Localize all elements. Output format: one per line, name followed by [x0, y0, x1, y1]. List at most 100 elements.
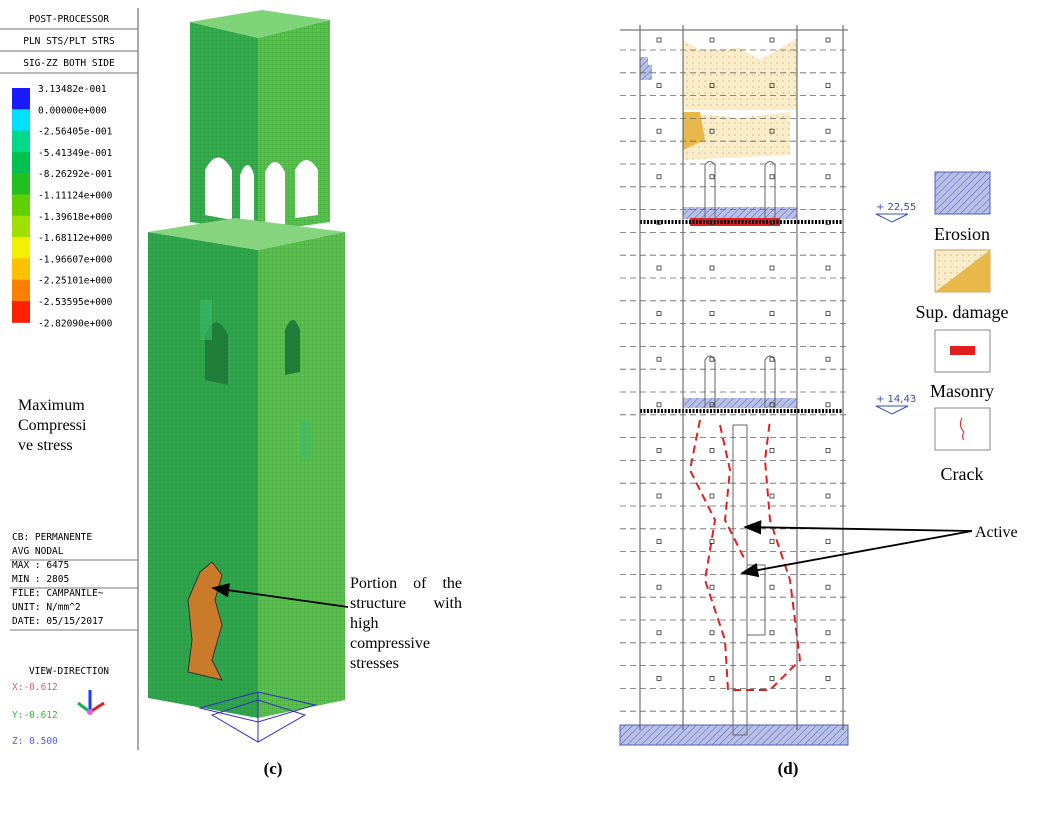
- legend-info: FILE: CAMPANILE~: [12, 588, 104, 599]
- putlog-hole: [825, 37, 831, 43]
- putlog-hole: [825, 83, 831, 88]
- annotation-arrow: [740, 530, 973, 578]
- annotation-arrow: [211, 583, 349, 608]
- putlog-hole: [709, 219, 715, 225]
- putlog-hole: [769, 128, 775, 134]
- view-direction: VIEW-DIRECTION: [29, 666, 109, 677]
- color-band: [12, 215, 30, 238]
- annotation: Active: [975, 524, 1018, 541]
- legend-header: PLN STS/PLT STRS: [23, 36, 115, 47]
- putlog-hole: [656, 447, 662, 453]
- stress-label: ve stress: [18, 437, 73, 454]
- putlog-hole: [825, 174, 831, 180]
- legend-value: -1.96607e+000: [38, 254, 113, 265]
- putlog-hole: [656, 311, 662, 317]
- putlog-hole: [769, 83, 775, 88]
- putlog-hole: [656, 676, 662, 681]
- legend-value: -2.56405e-001: [38, 127, 113, 138]
- legend-label: Crack: [941, 464, 984, 484]
- legend-value: -8.26292e-001: [38, 169, 113, 180]
- annotation: Portion of the structure with high compr…: [350, 575, 462, 672]
- putlog-hole: [825, 584, 831, 590]
- putlog-hole: [709, 37, 715, 43]
- putlog-hole: [769, 219, 775, 225]
- legend-value: -2.53595e+000: [38, 297, 113, 308]
- putlog-hole: [825, 676, 831, 681]
- putlog-hole: [709, 447, 715, 453]
- putlog-hole: [709, 676, 715, 681]
- putlog-hole: [825, 265, 831, 271]
- legend-info: MAX : 6475: [12, 560, 69, 571]
- legend-label: Sup. damage: [916, 302, 1009, 322]
- color-bar: [12, 88, 30, 323]
- legend-header: SIG-ZZ BOTH SIDE: [23, 58, 115, 69]
- putlog-hole: [825, 402, 831, 408]
- putlog-hole: [825, 356, 831, 362]
- putlog-hole: [656, 174, 662, 180]
- legend-info: UNIT: N/mm^2: [12, 602, 81, 613]
- color-band: [12, 301, 30, 323]
- color-band: [12, 194, 30, 217]
- legend-swatches: [934, 171, 991, 451]
- legend-info: DATE: 05/15/2017: [12, 616, 104, 627]
- putlog-hole: [769, 630, 775, 636]
- putlog-hole: [769, 493, 775, 499]
- color-band: [12, 173, 30, 195]
- legend-value: -1.39618e+000: [38, 212, 113, 223]
- legend-header: POST-PROCESSOR: [29, 14, 109, 25]
- putlog-hole: [769, 402, 775, 408]
- color-band: [12, 130, 30, 153]
- putlog-hole: [656, 128, 662, 134]
- survey-drawing: [619, 25, 849, 746]
- putlog-hole: [825, 630, 831, 636]
- putlog-hole: [709, 311, 715, 317]
- tower-model: [148, 10, 345, 743]
- putlog-hole: [709, 83, 715, 88]
- legend-label: Masonry: [930, 381, 994, 401]
- putlog-hole: [656, 356, 662, 362]
- putlog-hole: [709, 265, 715, 271]
- putlog-hole: [656, 219, 662, 225]
- annotation-arrow: [743, 520, 973, 535]
- view-axes: [77, 690, 105, 715]
- putlog-hole: [769, 539, 775, 544]
- putlog-hole: [769, 676, 775, 681]
- color-band: [12, 88, 30, 110]
- legend-value: -2.25101e+000: [38, 276, 113, 287]
- putlog-hole: [656, 83, 662, 88]
- putlog-hole: [656, 630, 662, 636]
- legend-value: -1.68112e+000: [38, 233, 113, 244]
- caption: (d): [778, 759, 799, 778]
- color-band: [12, 237, 30, 259]
- putlog-hole: [769, 356, 775, 362]
- legend-info: AVG NODAL: [12, 546, 64, 557]
- putlog-hole: [709, 128, 715, 134]
- legend-value: -2.82090e+000: [38, 318, 113, 329]
- legend-label: Erosion: [934, 224, 990, 244]
- elevation-markers: [875, 213, 909, 415]
- putlog-hole: [825, 128, 831, 134]
- putlog-hole: [825, 539, 831, 544]
- putlog-hole: [825, 219, 831, 225]
- stress-label: Compressi: [18, 417, 87, 434]
- legend-value: -1.11124e+000: [38, 191, 113, 202]
- legend-info: CB: PERMANENTE: [12, 532, 92, 543]
- putlog-hole: [769, 447, 775, 453]
- putlog-hole: [825, 311, 831, 317]
- putlog-hole: [769, 311, 775, 317]
- color-band: [12, 109, 30, 132]
- view-axis: X:-0.612: [12, 682, 58, 693]
- stress-label: Maximum: [18, 397, 85, 414]
- putlog-hole: [656, 37, 662, 43]
- putlog-hole: [769, 37, 775, 43]
- legend-info: MIN : 2805: [12, 574, 69, 585]
- putlog-hole: [769, 174, 775, 180]
- putlog-hole: [656, 402, 662, 408]
- color-band: [12, 279, 30, 302]
- legend-texts: POST-PROCESSOR PLN STS/PLT STRS SIG-ZZ BOT…: [0, 14, 138, 747]
- putlog-hole: [656, 265, 662, 271]
- elevation-label: + 14,43: [876, 394, 916, 405]
- legend-value: -5.41349e-001: [38, 148, 113, 159]
